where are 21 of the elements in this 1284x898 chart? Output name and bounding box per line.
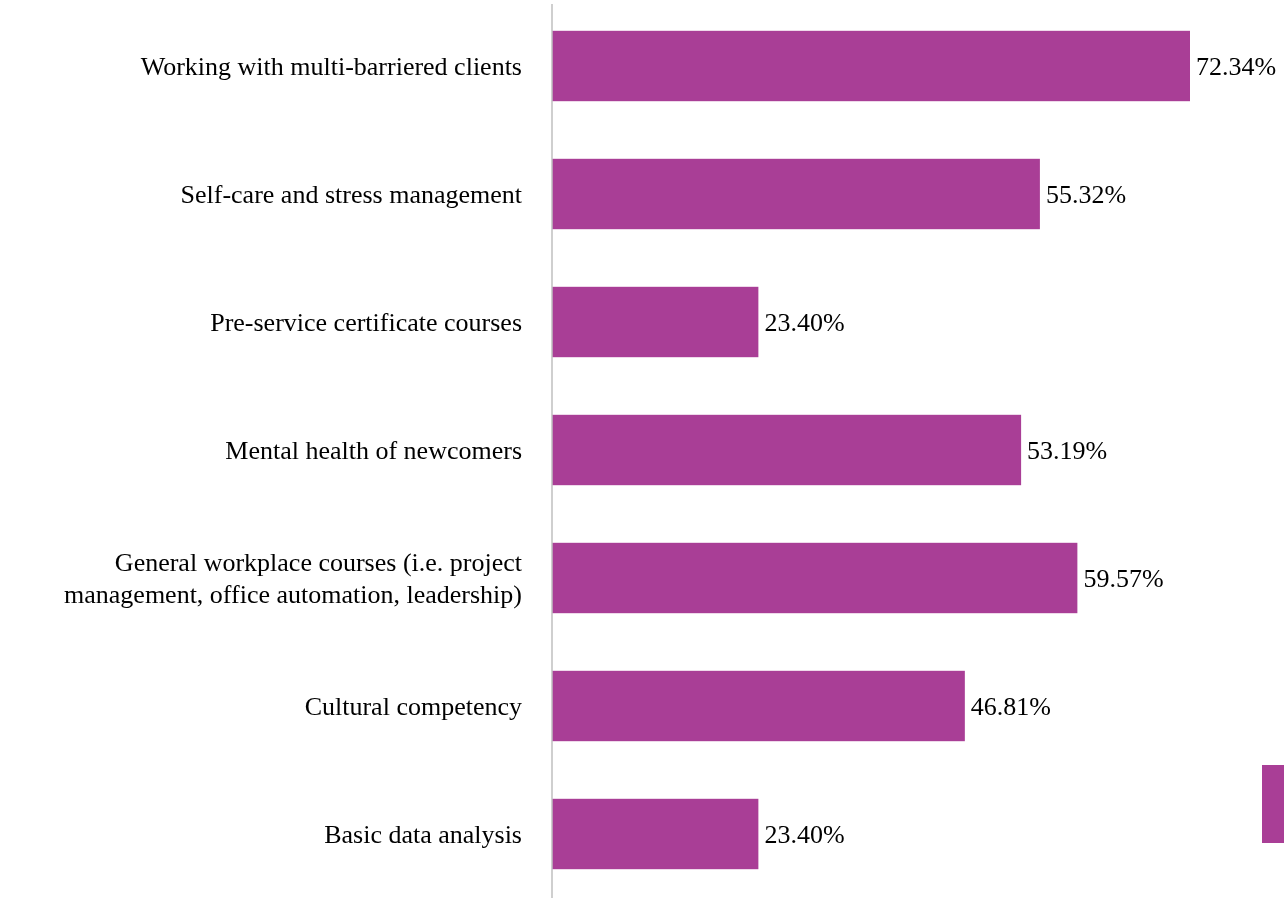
data-label: 72.34%: [1196, 51, 1277, 81]
bar: [552, 414, 1022, 486]
y-tick-label: Self-care and stress management: [180, 179, 523, 209]
y-tick-label: Mental health of newcomers: [225, 435, 522, 465]
y-tick-label: Basic data analysis: [324, 819, 522, 849]
bar: [552, 30, 1190, 102]
bar: [552, 798, 759, 870]
bar: [552, 286, 759, 358]
data-label: 59.57%: [1083, 563, 1164, 593]
bar: [552, 158, 1040, 230]
y-tick-label: Cultural competency: [304, 691, 522, 721]
data-label: 53.19%: [1027, 435, 1108, 465]
data-label: 23.40%: [764, 819, 845, 849]
y-tick-label: General workplace courses (i.e. project management, office automation, leadership): [64, 547, 523, 609]
bar: [552, 670, 965, 742]
bar: [552, 542, 1078, 614]
y-tick-label: Working with multi-barriered clients: [140, 51, 522, 81]
data-label: 55.32%: [1045, 179, 1127, 209]
data-label: 23.40%: [764, 307, 845, 337]
data-label: 46.81%: [970, 691, 1052, 721]
y-tick-label: Pre-service certificate courses: [210, 307, 522, 337]
